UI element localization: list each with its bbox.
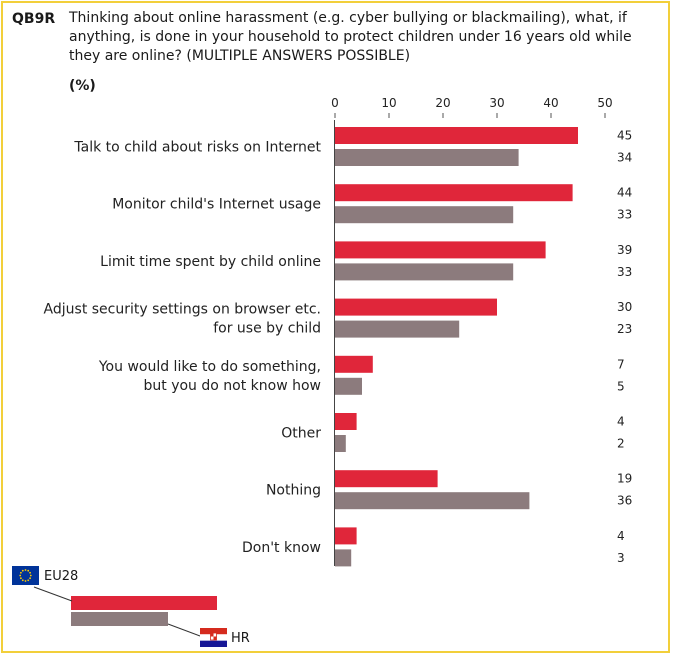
value-label: 33: [617, 265, 632, 279]
x-tick-label: 40: [543, 96, 558, 110]
bar-hr: [335, 435, 346, 452]
legend-connector-eu: [33, 586, 73, 602]
legend-eu-label: EU28: [44, 569, 79, 584]
bar-eu28: [335, 241, 546, 259]
croatia-flag-icon: [200, 628, 227, 647]
value-label: 7: [617, 357, 625, 371]
bar-eu28: [335, 298, 497, 316]
unit-label: (%): [69, 78, 96, 94]
x-tick-label: 10: [381, 96, 396, 110]
category-label: You would like to do something, but you d…: [98, 359, 321, 394]
eu-flag-icon: [12, 566, 39, 585]
category-label: Other: [281, 426, 321, 442]
bar-hr: [335, 492, 530, 510]
value-label: 45: [617, 129, 632, 143]
bar-eu28: [335, 127, 578, 144]
bar-eu28: [335, 184, 573, 202]
value-label: 33: [617, 208, 632, 222]
value-label: 2: [617, 437, 625, 451]
category-label: Don't know: [242, 540, 321, 556]
value-label: 3: [617, 551, 625, 565]
bar-eu28: [335, 527, 357, 545]
x-tick-label: 50: [597, 96, 612, 110]
x-tick-label: 20: [435, 96, 450, 110]
value-label: 39: [617, 243, 632, 257]
category-label: Nothing: [266, 483, 321, 499]
bar-eu28: [335, 413, 357, 430]
bar-hr: [335, 263, 514, 281]
bar-hr: [335, 549, 352, 567]
bar-hr: [335, 320, 460, 338]
value-label: 4: [617, 529, 625, 543]
category-label: Talk to child about risks on Internet: [73, 140, 321, 156]
value-label: 44: [617, 186, 632, 200]
x-tick-label: 0: [331, 96, 339, 110]
bar-hr: [335, 377, 362, 395]
bar-hr: [335, 206, 514, 224]
value-label: 30: [617, 300, 632, 314]
value-label: 36: [617, 494, 632, 508]
legend-hr-label: HR: [231, 631, 250, 646]
bar-hr: [335, 149, 519, 166]
value-label: 23: [617, 322, 632, 336]
category-label: Limit time spent by child online: [100, 254, 321, 270]
bar-eu28: [335, 470, 438, 488]
question-text: Thinking about online harassment (e.g. c…: [69, 10, 632, 64]
value-label: 19: [617, 472, 632, 486]
legend-bar-eu28: [71, 596, 217, 610]
bar-eu28: [335, 355, 373, 373]
value-label: 5: [617, 379, 625, 393]
value-label: 4: [617, 415, 625, 429]
value-label: 34: [617, 151, 632, 165]
category-label: Monitor child's Internet usage: [112, 197, 321, 213]
question-code: QB9R: [12, 11, 56, 27]
legend-bar-hr: [71, 612, 168, 626]
chart-frame: [1, 1, 670, 653]
legend-connector-hr: [167, 623, 201, 637]
category-label: Adjust security settings on browser etc.…: [44, 302, 321, 337]
x-tick-label: 30: [489, 96, 504, 110]
